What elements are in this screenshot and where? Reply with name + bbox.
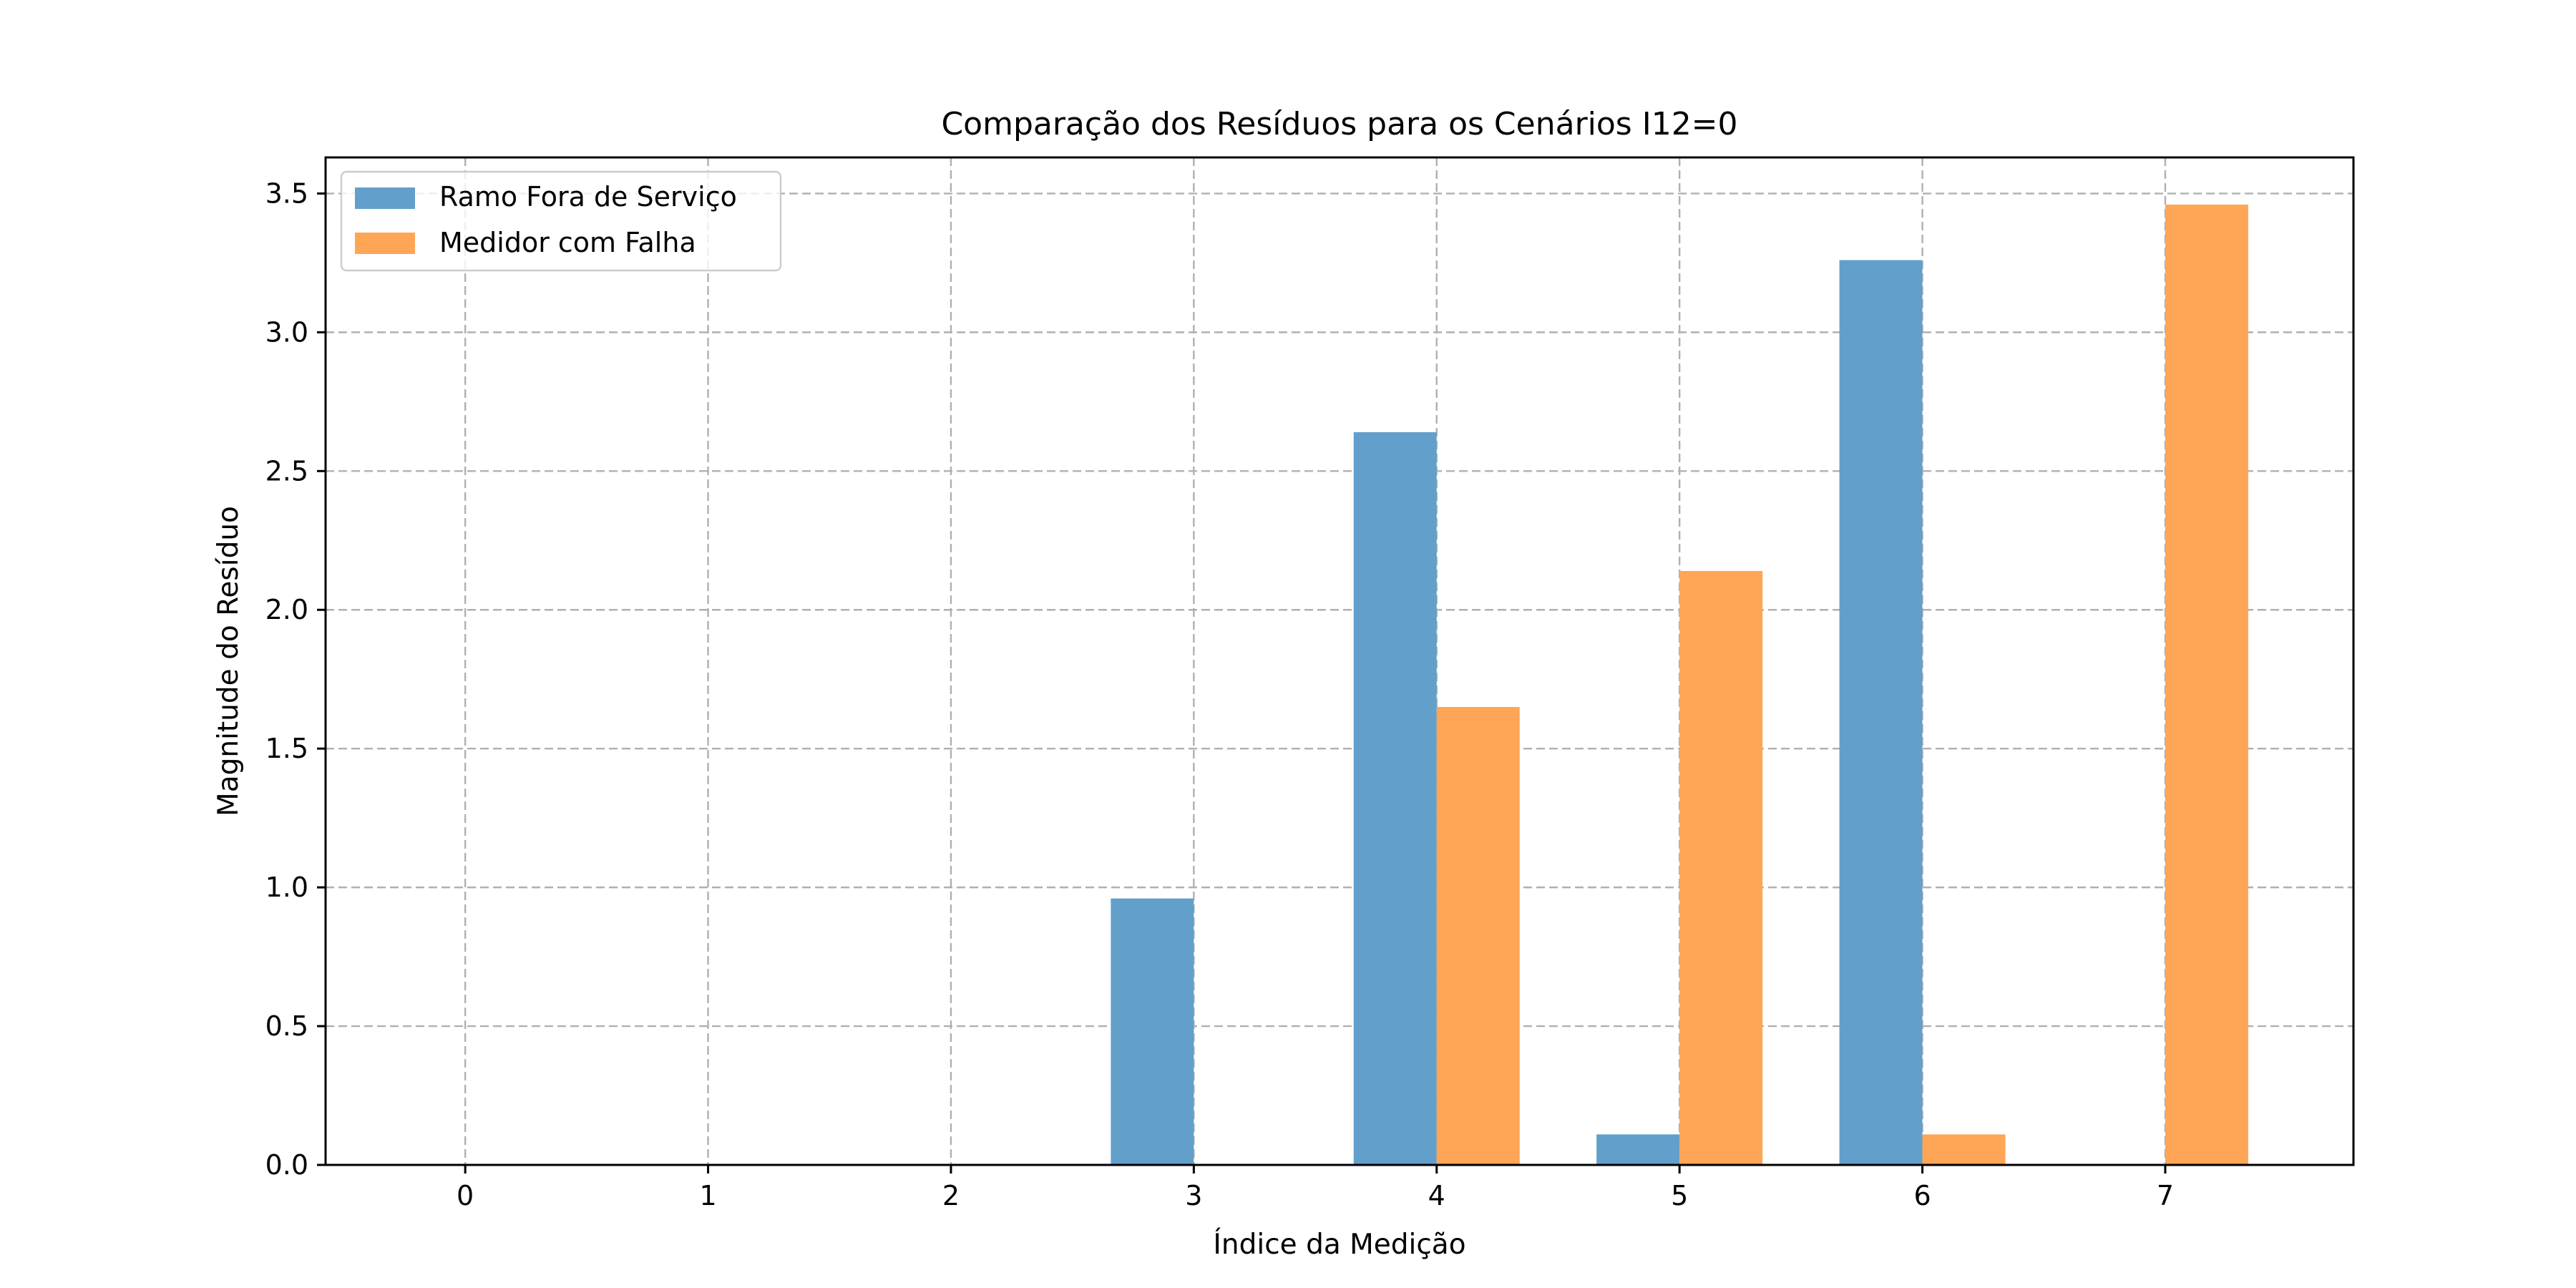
- y-tick-label-0-5: 0.5: [265, 1010, 308, 1042]
- bar-ramo-fora-de-servico-6: [1839, 260, 1923, 1165]
- chart-title: Comparação dos Resíduos para os Cenários…: [941, 106, 1737, 142]
- bar-medidor-com-falha-7: [2165, 204, 2248, 1165]
- bar-medidor-com-falha-4: [1436, 707, 1520, 1165]
- legend-swatch-ramo-fora-de-servico: [355, 187, 415, 209]
- bar-ramo-fora-de-servico-5: [1596, 1134, 1680, 1165]
- bar-medidor-com-falha-5: [1679, 570, 1763, 1165]
- bars: [1111, 204, 2248, 1165]
- y-tick-label-1-0: 1.0: [265, 872, 308, 903]
- y-axis-ticks: 0.0 0.5 1.0 1.5 2.0 2.5 3.0 3.5: [265, 177, 326, 1181]
- y-tick-label-2-5: 2.5: [265, 455, 308, 487]
- x-tick-label-0: 0: [457, 1180, 474, 1211]
- x-tick-label-6: 6: [1913, 1180, 1931, 1211]
- bar-ramo-fora-de-servico-4: [1353, 432, 1437, 1165]
- x-tick-label-4: 4: [1428, 1180, 1445, 1211]
- legend-box: [340, 170, 782, 272]
- bar-ramo-fora-de-servico-3: [1111, 898, 1194, 1165]
- x-tick-label-5: 5: [1671, 1180, 1688, 1211]
- y-tick-label-1-5: 1.5: [265, 733, 308, 764]
- legend-swatch-medidor-com-falha: [355, 233, 415, 254]
- y-tick-label-3-0: 3.0: [265, 316, 308, 348]
- y-tick-label-2-0: 2.0: [265, 594, 308, 625]
- legend-label-medidor-com-falha: Medidor com Falha: [439, 227, 696, 258]
- x-tick-label-2: 2: [942, 1180, 960, 1211]
- x-tick-label-1: 1: [699, 1180, 716, 1211]
- y-tick-label-3-5: 3.5: [265, 177, 308, 209]
- plot-frame: [324, 156, 2355, 1166]
- legend-label-ramo-fora-de-servico: Ramo Fora de Serviço: [439, 181, 737, 213]
- x-tick-label-7: 7: [2157, 1180, 2174, 1211]
- bar-medidor-com-falha-6: [1922, 1134, 2006, 1165]
- y-axis-label: Magnitude do Resíduo: [213, 506, 245, 816]
- x-axis-ticks: 0 1 2 3 4 5 6 7: [457, 1165, 2174, 1211]
- x-axis-label: Índice da Medição: [1213, 1227, 1465, 1261]
- y-tick-label-0-0: 0.0: [265, 1149, 308, 1181]
- legend: Ramo Fora de Serviço Medidor com Falha: [340, 170, 782, 272]
- x-tick-label-3: 3: [1185, 1180, 1202, 1211]
